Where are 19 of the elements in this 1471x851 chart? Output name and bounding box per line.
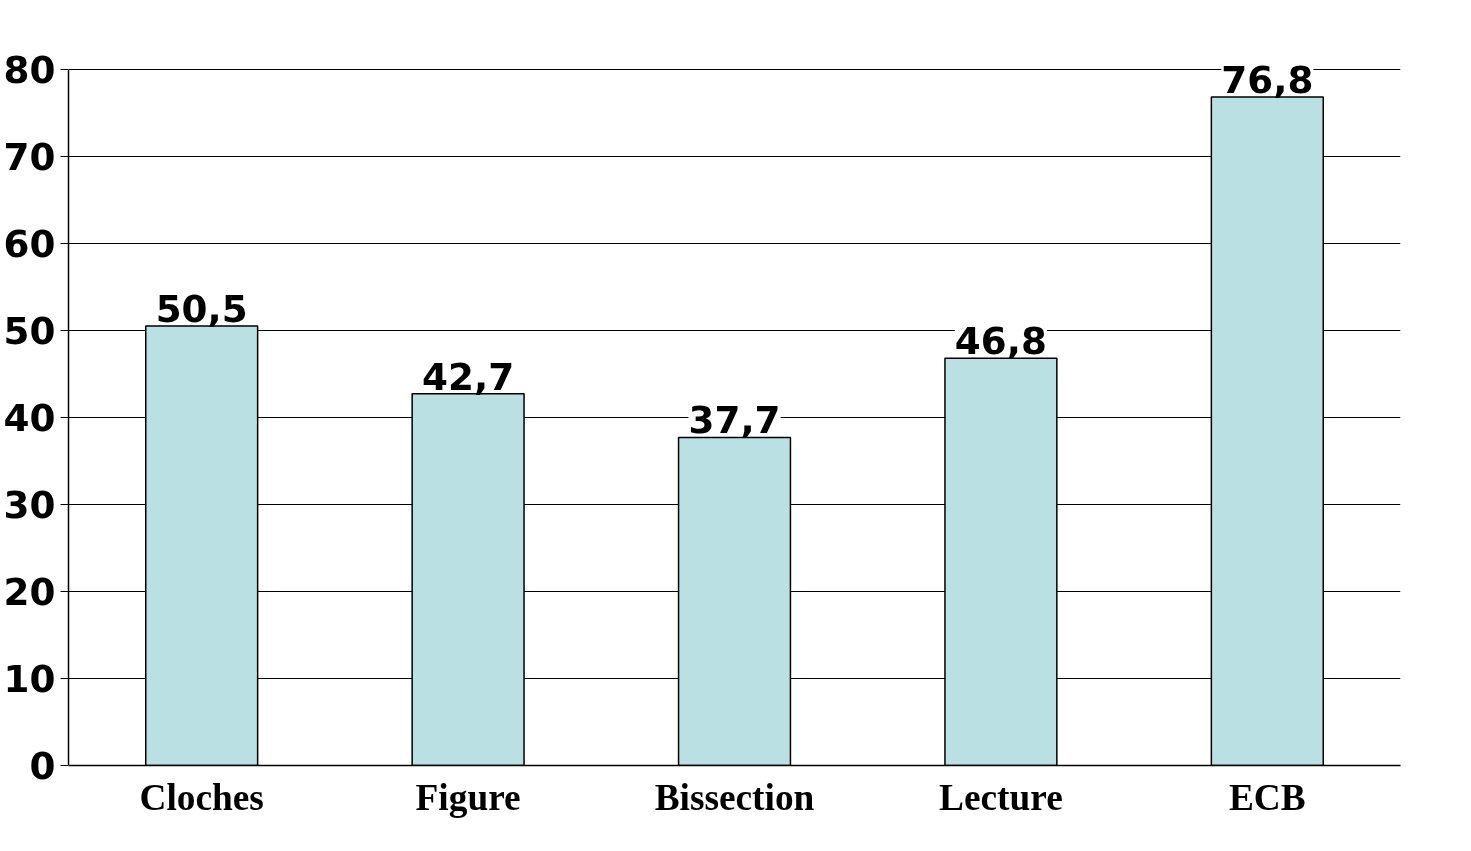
data-label: 37,7 — [688, 398, 781, 443]
y-tick-label: 0 — [29, 744, 56, 788]
y-tick-label: 30 — [3, 482, 56, 527]
x-tick-label: Lecture — [939, 776, 1063, 818]
x-tick-label: Cloches — [139, 776, 264, 818]
y-tick-label: 60 — [3, 221, 56, 266]
y-tick-label: 20 — [3, 569, 56, 614]
data-label: 46,8 — [954, 319, 1047, 364]
x-tick-label: Figure — [415, 776, 521, 818]
data-label: 42,7 — [422, 354, 515, 399]
y-tick-label: 70 — [3, 134, 56, 179]
y-tick-label: 50 — [3, 308, 56, 353]
y-tick-label: 80 — [3, 47, 56, 92]
x-tick-label: Bissection — [654, 776, 815, 818]
data-label: 50,5 — [155, 286, 248, 331]
data-label: 76,8 — [1221, 58, 1314, 103]
y-tick-label: 40 — [3, 395, 56, 440]
x-tick-label: ECB — [1228, 776, 1306, 818]
y-tick-label: 10 — [3, 656, 56, 701]
